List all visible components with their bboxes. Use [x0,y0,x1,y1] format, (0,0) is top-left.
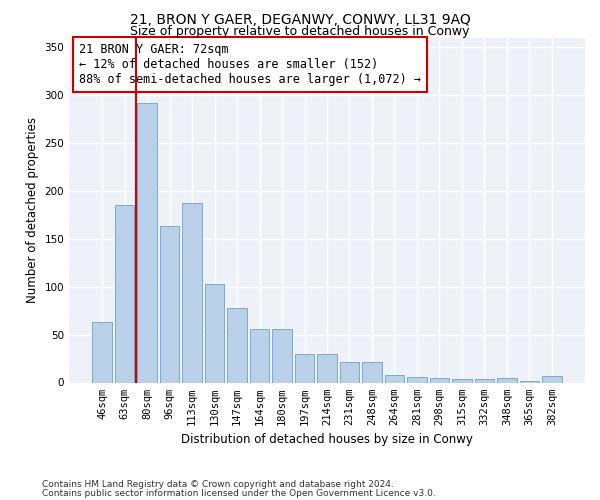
Bar [272,329,292,382]
Text: Contains HM Land Registry data © Crown copyright and database right 2024.: Contains HM Land Registry data © Crown c… [42,480,394,489]
Bar [340,362,359,382]
Bar [115,205,134,382]
Bar [182,204,202,382]
Bar [542,376,562,382]
Bar [317,354,337,382]
Bar [385,375,404,382]
Bar [452,378,472,382]
Bar [160,226,179,382]
Y-axis label: Number of detached properties: Number of detached properties [26,117,39,303]
Bar [205,284,224,382]
Text: Size of property relative to detached houses in Conwy: Size of property relative to detached ho… [130,25,470,38]
Bar [92,322,112,382]
Bar [497,378,517,382]
Text: Contains public sector information licensed under the Open Government Licence v3: Contains public sector information licen… [42,488,436,498]
Bar [475,378,494,382]
Text: 21, BRON Y GAER, DEGANWY, CONWY, LL31 9AQ: 21, BRON Y GAER, DEGANWY, CONWY, LL31 9A… [130,12,470,26]
X-axis label: Distribution of detached houses by size in Conwy: Distribution of detached houses by size … [181,433,473,446]
Text: 21 BRON Y GAER: 72sqm
← 12% of detached houses are smaller (152)
88% of semi-det: 21 BRON Y GAER: 72sqm ← 12% of detached … [79,42,421,86]
Bar [137,102,157,382]
Bar [295,354,314,382]
Bar [520,380,539,382]
Bar [407,377,427,382]
Bar [250,329,269,382]
Bar [362,362,382,382]
Bar [227,308,247,382]
Bar [430,378,449,382]
